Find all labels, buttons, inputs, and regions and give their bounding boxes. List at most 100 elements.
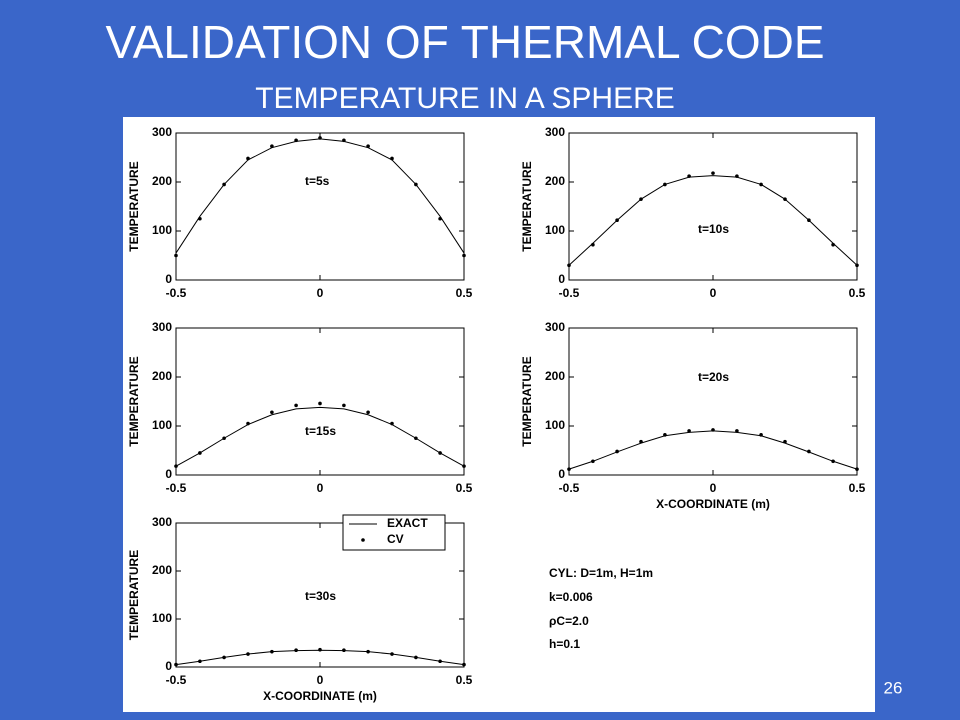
- y-tick-label: 0: [165, 659, 172, 673]
- cv-point: [591, 242, 595, 247]
- cv-point: [318, 401, 322, 406]
- cv-point: [639, 439, 643, 444]
- cv-point: [366, 410, 370, 415]
- cv-point: [711, 171, 715, 175]
- y-tick-label: 300: [152, 515, 172, 529]
- cv-point: [615, 449, 619, 454]
- cv-point: [222, 655, 226, 660]
- x-axis-label: X-COORDINATE (m): [263, 689, 377, 703]
- legend-box: [342, 514, 446, 551]
- cv-point: [246, 156, 250, 161]
- y-tick-label: 300: [152, 125, 172, 139]
- cv-point: [759, 182, 763, 187]
- cv-point: [438, 659, 442, 664]
- cv-point: [831, 242, 835, 247]
- y-tick-label: 0: [165, 272, 172, 286]
- cv-point: [663, 433, 667, 437]
- y-tick-label: 0: [558, 467, 565, 481]
- note: h=0.1: [549, 637, 580, 651]
- x-tick-label: -0.5: [166, 481, 187, 495]
- page-number: 26: [884, 678, 903, 697]
- figure-background: [123, 117, 875, 712]
- y-tick-label: 0: [558, 272, 565, 286]
- legend-marker: [361, 538, 365, 542]
- cv-point: [807, 218, 811, 223]
- y-axis-label: TEMPERATURE: [127, 161, 141, 251]
- cv-point: [567, 263, 571, 268]
- y-tick-label: 100: [152, 418, 172, 432]
- cv-point: [198, 659, 202, 664]
- cv-point: [414, 655, 418, 660]
- cv-point: [687, 174, 691, 178]
- y-tick-label: 200: [545, 369, 565, 383]
- x-tick-label: 0.5: [456, 286, 473, 300]
- x-tick-label: -0.5: [166, 673, 187, 687]
- cv-point: [294, 648, 298, 652]
- annotation: t=30s: [305, 589, 336, 603]
- cv-point: [639, 197, 643, 201]
- cv-point: [366, 649, 370, 654]
- y-tick-label: 200: [152, 369, 172, 383]
- annotation: t=20s: [698, 370, 729, 384]
- slide-title: VALIDATION OF THERMAL CODE: [105, 16, 824, 68]
- cv-point: [807, 449, 811, 454]
- y-tick-label: 300: [152, 320, 172, 334]
- x-tick-label: 0.5: [849, 481, 866, 495]
- cv-point: [366, 144, 370, 149]
- y-tick-label: 300: [545, 320, 565, 334]
- cv-point: [294, 403, 298, 408]
- x-axis-label: X-COORDINATE (m): [656, 497, 770, 511]
- cv-point: [462, 662, 466, 667]
- cv-point: [174, 253, 178, 258]
- y-tick-label: 100: [545, 418, 565, 432]
- cv-point: [711, 428, 715, 432]
- x-tick-label: 0: [317, 673, 324, 687]
- cv-point: [390, 652, 394, 656]
- cv-point: [831, 459, 835, 464]
- cv-point: [462, 253, 466, 258]
- x-tick-label: 0.5: [456, 673, 473, 687]
- x-tick-label: 0: [317, 286, 324, 300]
- x-tick-label: -0.5: [559, 286, 580, 300]
- cv-point: [855, 263, 859, 268]
- y-tick-label: 100: [152, 223, 172, 237]
- cv-point: [198, 216, 202, 221]
- cv-point: [783, 197, 787, 201]
- cv-point: [390, 421, 394, 426]
- cv-point: [270, 649, 274, 654]
- cv-point: [246, 652, 250, 656]
- cv-point: [222, 182, 226, 187]
- cv-point: [294, 138, 298, 143]
- legend-label: EXACT: [387, 516, 428, 530]
- x-tick-label: 0.5: [456, 481, 473, 495]
- cv-point: [198, 451, 202, 455]
- annotation: t=5s: [305, 174, 330, 188]
- cv-point: [855, 467, 859, 471]
- y-tick-label: 200: [152, 174, 172, 188]
- cv-point: [663, 182, 667, 187]
- cv-point: [222, 436, 226, 441]
- y-tick-label: 0: [165, 467, 172, 481]
- cv-point: [414, 436, 418, 441]
- cv-point: [342, 138, 346, 143]
- cv-point: [735, 174, 739, 178]
- cv-point: [567, 467, 571, 471]
- y-axis-label: TEMPERATURE: [127, 550, 141, 640]
- cv-point: [270, 410, 274, 415]
- y-tick-label: 200: [545, 174, 565, 188]
- x-tick-label: 0: [710, 286, 717, 300]
- cv-point: [246, 421, 250, 426]
- cv-point: [270, 144, 274, 149]
- cv-point: [615, 218, 619, 223]
- cv-point: [687, 429, 691, 433]
- note: ρC=2.0: [549, 614, 589, 628]
- note: k=0.006: [549, 590, 593, 604]
- cv-point: [735, 429, 739, 433]
- cv-point: [174, 662, 178, 667]
- x-tick-label: -0.5: [166, 286, 187, 300]
- x-tick-label: 0: [710, 481, 717, 495]
- cv-point: [462, 464, 466, 468]
- y-tick-label: 100: [152, 611, 172, 625]
- y-axis-label: TEMPERATURE: [127, 356, 141, 446]
- y-tick-label: 200: [152, 563, 172, 577]
